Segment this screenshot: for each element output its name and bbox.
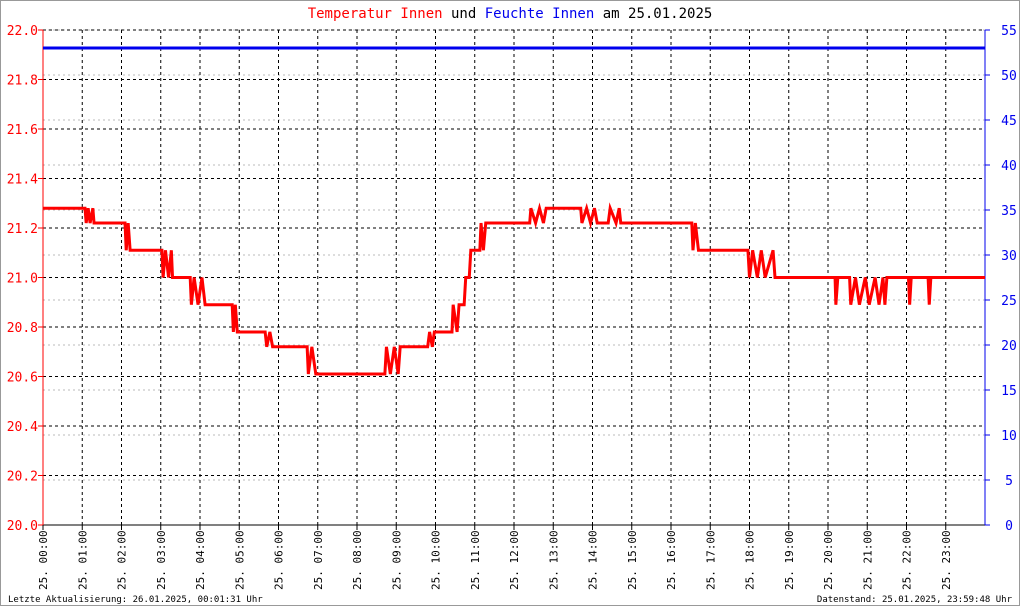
y2-tick-label: 10	[1001, 429, 1017, 444]
data-note: Datenstand: 25.01.2025, 23:59:48 Uhr	[817, 595, 1013, 605]
y2-tick-label: 50	[1001, 69, 1017, 84]
y-tick-label: 20.8	[7, 321, 38, 336]
title-series-2: Feuchte Innen	[485, 6, 595, 22]
series-line	[43, 202, 985, 376]
y2-tick-label: 35	[1001, 204, 1017, 219]
title-date: am 25.01.2025	[603, 6, 713, 22]
x-tick-label: 25. 18:00	[744, 530, 757, 590]
x-tick-label: 25. 15:00	[626, 530, 639, 590]
x-tick-label: 25. 20:00	[822, 530, 835, 590]
y2-tick-label: 40	[1001, 159, 1017, 174]
y-tick-label: 21.6	[7, 123, 38, 138]
x-tick-label: 25. 09:00	[390, 530, 403, 590]
y-tick-label: 21.0	[7, 272, 38, 287]
y-tick-label: 20.0	[7, 519, 38, 534]
x-tick-label: 25. 02:00	[116, 530, 129, 590]
x-tick-label: 25. 23:00	[940, 530, 953, 590]
title-series-1: Temperatur Innen	[308, 6, 443, 22]
x-tick-label: 25. 04:00	[194, 530, 207, 590]
x-tick-label: 25. 16:00	[665, 530, 678, 590]
title-connector: und	[451, 6, 476, 22]
x-tick-label: 25. 06:00	[273, 530, 286, 590]
x-tick-label: 25. 11:00	[469, 530, 482, 590]
y-tick-label: 20.6	[7, 371, 38, 386]
x-tick-label: 25. 05:00	[233, 530, 246, 590]
chart-title: Temperatur Innen und Feuchte Innen am 25…	[308, 6, 713, 22]
update-note: Letzte Aktualisierung: 26.01.2025, 00:01…	[8, 595, 263, 605]
y-tick-label: 21.4	[7, 173, 38, 188]
x-tick-label: 25. 17:00	[704, 530, 717, 590]
x-tick-label: 25. 00:00	[37, 530, 50, 590]
x-tick-label: 25. 10:00	[430, 530, 443, 590]
y-tick-label: 20.4	[7, 420, 38, 435]
x-tick-label: 25. 13:00	[547, 530, 560, 590]
y-tick-label: 20.2	[7, 470, 38, 485]
x-tick-label: 25. 08:00	[351, 530, 364, 590]
y2-tick-label: 0	[1005, 519, 1013, 534]
x-tick-label: 25. 22:00	[901, 530, 914, 590]
x-tick-label: 25. 14:00	[587, 530, 600, 590]
x-tick-label: 25. 03:00	[155, 530, 168, 590]
x-tick-label: 25. 07:00	[312, 530, 325, 590]
x-tick-label: 25. 21:00	[861, 530, 874, 590]
y2-tick-label: 30	[1001, 249, 1017, 264]
y-tick-label: 22.0	[7, 24, 38, 39]
y2-tick-label: 45	[1001, 114, 1017, 129]
y2-tick-label: 15	[1001, 384, 1017, 399]
y-tick-label: 21.2	[7, 222, 38, 237]
y-tick-label: 21.8	[7, 74, 38, 89]
y2-tick-label: 55	[1001, 24, 1017, 39]
x-tick-label: 25. 19:00	[783, 530, 796, 590]
y2-tick-label: 25	[1001, 294, 1017, 309]
y2-tick-label: 20	[1001, 339, 1017, 354]
y2-tick-label: 5	[1005, 474, 1013, 489]
x-tick-label: 25. 12:00	[508, 530, 521, 590]
x-tick-label: 25. 01:00	[76, 530, 89, 590]
